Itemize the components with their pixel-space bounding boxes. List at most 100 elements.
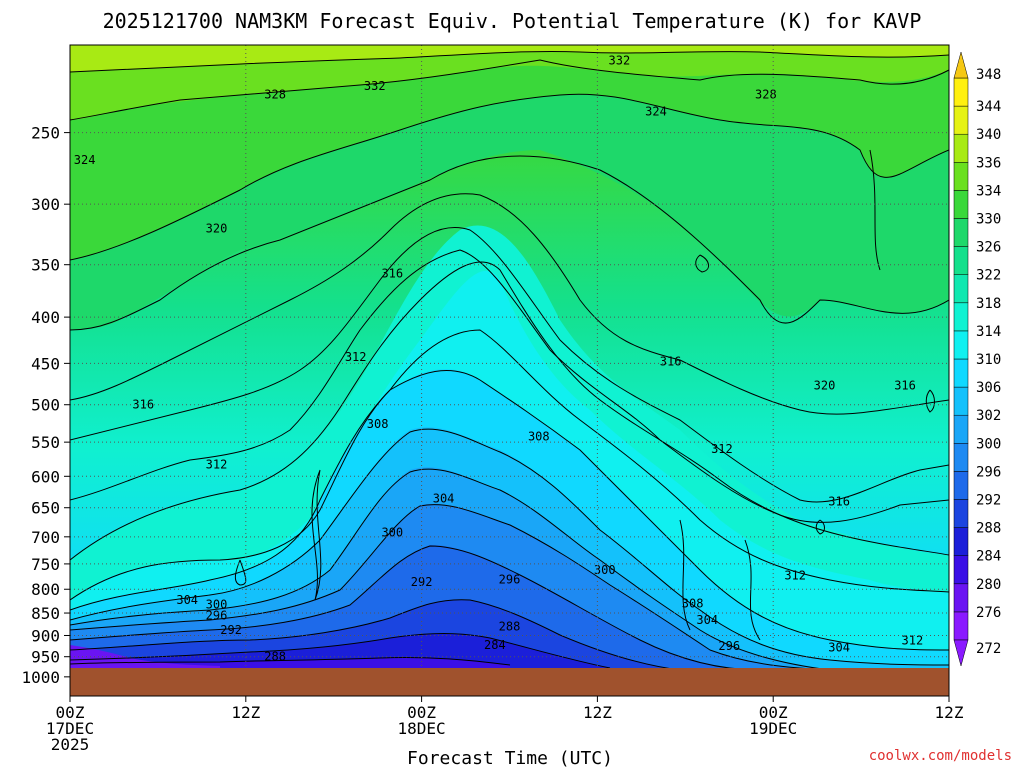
contour-line [70, 329, 949, 601]
colorbar-swatch [953, 190, 969, 219]
colorbar-label: 336 [976, 155, 1001, 171]
contour-label: 304 [176, 593, 198, 607]
contour-label: 312 [206, 457, 228, 471]
colorbar-swatch [953, 443, 969, 472]
contour-line [70, 51, 949, 73]
colorbar-swatch [953, 611, 969, 641]
contour-line [815, 519, 825, 535]
contour-label: 316 [828, 495, 850, 509]
chart-title: 2025121700 NAM3KM Forecast Equiv. Potent… [103, 9, 922, 33]
colorbar-label: 284 [976, 549, 1001, 565]
colorbar-label: 348 [976, 67, 1001, 83]
colorbar-swatch [953, 499, 969, 528]
contour-label: 288 [499, 620, 521, 634]
y-tick-label: 700 [31, 528, 60, 547]
y-tick-label: 600 [31, 467, 60, 486]
contour-line [70, 155, 949, 331]
credit-text[interactable]: coolwx.com/models [869, 748, 1012, 764]
y-tick-label: 650 [31, 499, 60, 518]
contour-line [70, 370, 949, 651]
contour-line [70, 599, 681, 671]
contour-label: 320 [814, 378, 836, 392]
colorbar-label: 314 [976, 324, 1001, 340]
colorbar-label: 318 [976, 296, 1001, 312]
colorbar-label: 306 [976, 380, 1001, 396]
colorbar-swatch [953, 77, 969, 107]
contour-label: 328 [264, 88, 286, 102]
contour-label: 316 [660, 355, 682, 369]
y-tick-label: 250 [31, 124, 60, 143]
contour-label: 304 [828, 641, 850, 655]
contour-label: 332 [364, 79, 386, 93]
contour-label: 300 [206, 598, 228, 612]
x-axis-label: Forecast Time (UTC) [407, 748, 613, 768]
contour-lines [70, 51, 949, 671]
colorbar-swatch [953, 583, 969, 613]
contour-label: 300 [381, 525, 403, 539]
colorbar-label: 310 [976, 352, 1001, 368]
contour-line [70, 59, 949, 121]
colorbar-swatch [953, 358, 969, 388]
x-tick-label: 19DEC [749, 719, 797, 738]
ground-surface [70, 668, 949, 696]
x-tick-label: 12Z [231, 703, 260, 722]
contour-label: 296 [206, 608, 228, 622]
y-tick-label: 800 [31, 580, 60, 599]
y-tick-label: 500 [31, 396, 60, 415]
theta-e-field-yellow [70, 45, 949, 72]
theta-e-field-yellowgreen [70, 45, 949, 120]
colorbar-label: 344 [976, 99, 1001, 115]
contour-label: 332 [609, 53, 631, 67]
y-tick-label: 550 [31, 433, 60, 452]
contour-line [70, 93, 949, 261]
contour-label: 328 [755, 88, 777, 102]
contour-line [70, 428, 949, 666]
colorbar-swatch [953, 414, 969, 444]
colorbar-swatch [953, 162, 969, 191]
colorbar-swatch [953, 330, 969, 360]
contour-label: 324 [645, 105, 667, 119]
colorbar-label: 302 [976, 408, 1001, 424]
y-tick-label: 350 [31, 256, 60, 275]
colorbar-swatch [953, 302, 969, 332]
colorbar-swatch [953, 133, 969, 163]
plot-area: 332 332 328 328 324 324 320 316 312 316 320 316 316 3… [70, 45, 949, 696]
colorbar-swatch [953, 218, 969, 247]
colorbar-label: 276 [976, 605, 1001, 621]
y-tick-label: 750 [31, 555, 60, 574]
contour-label: 308 [682, 597, 704, 611]
contour-label: 296 [718, 639, 740, 653]
contour-label: 316 [894, 378, 916, 392]
x-tick-label: 12Z [935, 703, 964, 722]
colorbar-swatch [953, 471, 969, 500]
contour-label: 312 [345, 350, 367, 364]
x-tick-label: 12Z [583, 703, 612, 722]
colorbar-swatch [953, 555, 969, 585]
colorbar-swatch [953, 105, 969, 135]
contour-line [311, 469, 322, 601]
contour-label: 316 [132, 398, 154, 412]
contour-line [234, 559, 247, 586]
contour-line [925, 389, 935, 413]
contour-line [70, 633, 611, 669]
colorbar-label: 326 [976, 240, 1001, 256]
contour-label: 288 [264, 650, 286, 664]
y-axis: 250 300 350 400 450 500 550 600 650 700 750 800 850 9… [21, 124, 70, 687]
contour-line [70, 504, 831, 671]
y-tick-label: 400 [31, 308, 60, 327]
x-tick-label: 00Z [407, 703, 436, 722]
colorbar-label: 272 [976, 641, 1001, 657]
colorbar-label: 322 [976, 268, 1001, 284]
colorbar-swatch [953, 246, 969, 275]
contour-line [679, 519, 691, 631]
y-tick-label: 450 [31, 354, 60, 373]
y-tick-label: 300 [31, 195, 60, 214]
x-tick-label: 00Z [56, 703, 85, 722]
colorbar-label: 300 [976, 436, 1001, 452]
contour-label: 292 [220, 623, 242, 637]
contour-label: 316 [381, 267, 403, 281]
theta-e-field-lightgreen [70, 45, 949, 260]
contour-line [70, 468, 831, 671]
contour-labels: 332 332 328 328 324 324 320 316 312 316 320 316 316 3… [74, 53, 923, 663]
